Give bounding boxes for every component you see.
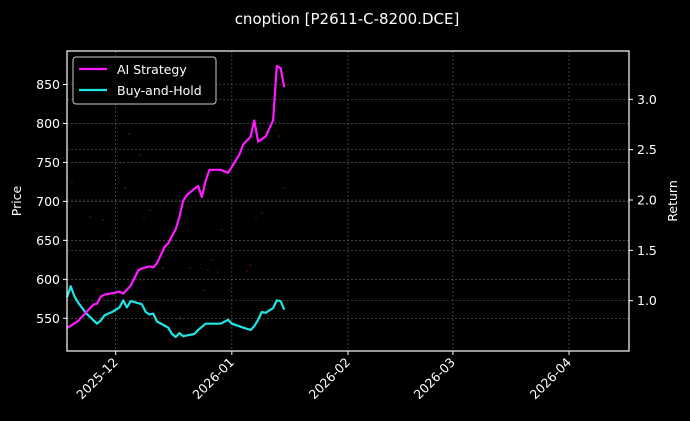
y-tick-label-right: 2.5 (637, 142, 657, 157)
noise-dot (261, 212, 263, 214)
series-line-buy-and-hold (65, 285, 286, 339)
noise-dot (278, 135, 280, 137)
noise-dot (189, 267, 191, 269)
noise-dot (159, 204, 161, 206)
y-tick-label-right: 3.0 (637, 92, 657, 107)
noise-dot (255, 217, 257, 219)
noise-dot (249, 264, 251, 266)
y-axis-right: 1.0 1.5 2.0 2.5 3.0 (629, 92, 657, 308)
y-tick-label-left: 850 (36, 77, 60, 92)
y-tick-label-right: 1.5 (637, 243, 657, 258)
noise-dot (217, 271, 219, 273)
noise-dot (169, 339, 171, 341)
noise-dot (149, 209, 151, 211)
legend-box (72, 56, 217, 105)
noise-dot (199, 263, 201, 265)
y-tick-label-left: 600 (36, 272, 60, 287)
noise-dot (275, 129, 277, 131)
noise-dot (174, 332, 176, 334)
noise-dot (167, 299, 169, 301)
noise-dot (128, 133, 130, 135)
series-line-ai-strategy (66, 64, 286, 329)
noise-dot (143, 217, 145, 219)
noise-dot (154, 249, 156, 251)
noise-dot (71, 181, 73, 183)
y-axis-right-label: Return (665, 180, 680, 221)
noise-dot (117, 177, 119, 179)
series-lines (65, 64, 286, 339)
y-axis-left-label: Price (9, 185, 24, 216)
chart-title: cnoption [P2611-C-8200.DCE] (235, 10, 460, 28)
noise-dot (229, 289, 231, 291)
noise-dot (179, 316, 181, 318)
y-tick-label-left: 750 (36, 155, 60, 170)
legend: AI Strategy Buy-and-Hold (72, 56, 217, 105)
noise-dot (211, 259, 213, 261)
noise-dot (89, 216, 91, 218)
noise-dot (102, 219, 104, 221)
noise-dot (283, 187, 285, 189)
noise-dot (162, 267, 164, 269)
grid-lines (67, 51, 629, 351)
noise-dot (111, 235, 113, 237)
noise-dot (221, 229, 223, 231)
legend-label-buy-and-hold: Buy-and-Hold (117, 83, 202, 98)
y-tick-label-left: 700 (36, 194, 60, 209)
y-tick-label-left: 800 (36, 116, 60, 131)
y-axis-left: 550 600 650 700 750 800 850 (36, 77, 67, 326)
noise-scatter (71, 129, 285, 341)
y-tick-label-left: 650 (36, 233, 60, 248)
noise-dot (139, 154, 141, 156)
noise-dot (124, 187, 126, 189)
y-tick-label-left: 550 (36, 311, 60, 326)
legend-label-ai-strategy: AI Strategy (117, 62, 187, 77)
noise-dot (207, 269, 209, 271)
y-tick-label-right: 1.0 (637, 293, 657, 308)
noise-dot (246, 270, 248, 272)
y-tick-label-right: 2.0 (637, 192, 657, 207)
noise-dot (203, 289, 205, 291)
noise-dot (120, 162, 122, 164)
